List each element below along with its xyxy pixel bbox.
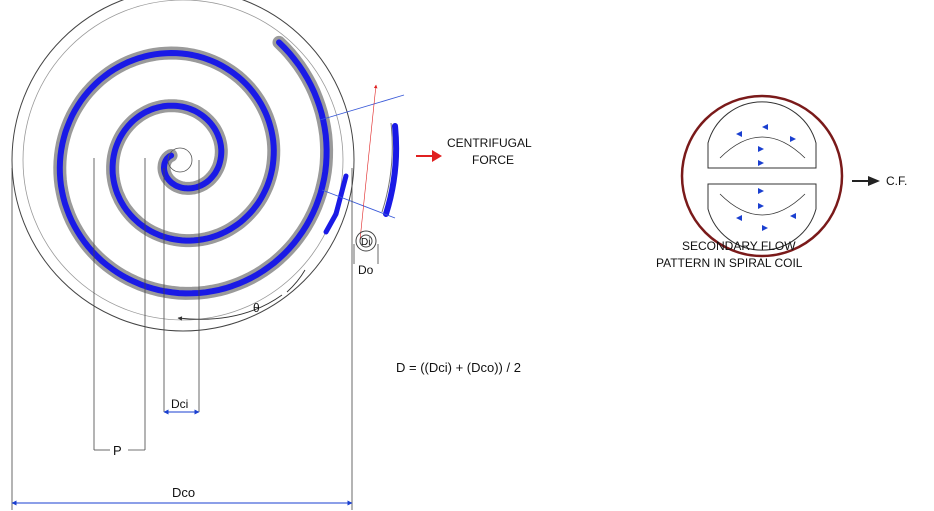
p-label: P bbox=[113, 443, 122, 458]
do-label: Do bbox=[358, 263, 374, 277]
flow-arrows bbox=[736, 124, 796, 231]
di-label: Di bbox=[361, 237, 370, 248]
centrifugal-label-line2: FORCE bbox=[472, 153, 514, 167]
theta-label: θ bbox=[253, 301, 260, 315]
lower-half-chamber bbox=[707, 183, 817, 251]
spiral-tube bbox=[56, 39, 330, 297]
outer-plate-circle bbox=[11, 0, 355, 332]
inner-plate-circle bbox=[22, 0, 344, 321]
centre-circle bbox=[167, 147, 193, 173]
radial-line-bottom bbox=[321, 189, 396, 219]
centrifugal-force-arrow bbox=[416, 150, 442, 162]
rotation-arrow-tail bbox=[286, 269, 306, 293]
secondary-label-line1: SECONDARY FLOW bbox=[682, 239, 796, 253]
red-tangent-line bbox=[359, 84, 378, 241]
rotation-arrow bbox=[177, 294, 283, 321]
secondary-label-line2: PATTERN IN SPIRAL COIL bbox=[656, 256, 803, 270]
upper-flow-loop bbox=[719, 136, 806, 159]
secondary-flow-ring bbox=[680, 94, 844, 258]
cf-arrow bbox=[852, 176, 880, 186]
section-arc-outer bbox=[381, 122, 393, 213]
section-arc-tail bbox=[323, 173, 349, 235]
lower-flow-loop bbox=[719, 193, 806, 216]
cf-label: C.F. bbox=[886, 174, 907, 188]
section-arc-band bbox=[383, 123, 400, 217]
upper-half-chamber bbox=[707, 101, 817, 169]
dco-label: Dco bbox=[172, 485, 195, 500]
tube-inner-section bbox=[359, 234, 373, 248]
radial-line-top bbox=[319, 94, 405, 121]
tube-outer-section bbox=[355, 230, 377, 252]
centrifugal-label-line1: CENTRIFUGAL bbox=[447, 136, 532, 150]
diameter-formula: D = ((Dci) + (Dco)) / 2 bbox=[396, 360, 521, 375]
dci-label: Dci bbox=[171, 397, 188, 411]
